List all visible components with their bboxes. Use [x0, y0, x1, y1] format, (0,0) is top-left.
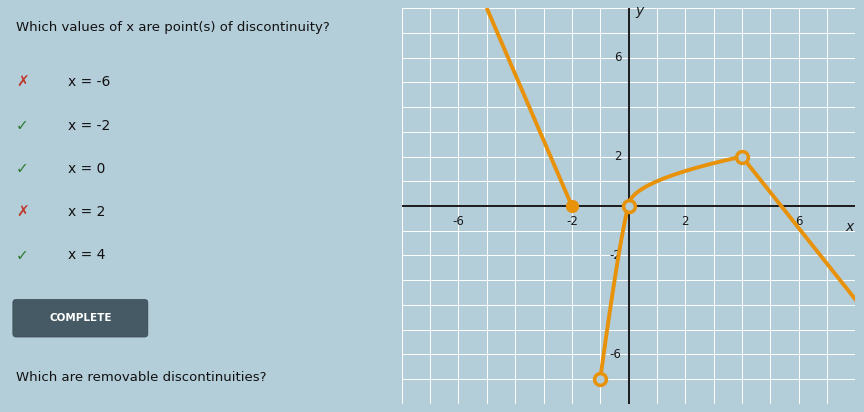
Text: 6: 6 — [795, 215, 803, 228]
Text: -6: -6 — [453, 215, 464, 228]
Text: y: y — [636, 4, 644, 18]
Text: Which values of x are point(s) of discontinuity?: Which values of x are point(s) of discon… — [16, 21, 330, 34]
Text: ✗: ✗ — [16, 75, 29, 90]
Text: x = 0: x = 0 — [68, 162, 105, 176]
FancyBboxPatch shape — [13, 300, 148, 337]
Text: Which are removable discontinuities?: Which are removable discontinuities? — [16, 371, 267, 384]
Text: 2: 2 — [614, 150, 621, 163]
Text: ✗: ✗ — [16, 205, 29, 220]
Text: x = 4: x = 4 — [68, 248, 105, 262]
Text: ✓: ✓ — [16, 248, 29, 263]
Text: COMPLETE: COMPLETE — [49, 313, 111, 323]
Text: -2: -2 — [566, 215, 578, 228]
Text: 2: 2 — [682, 215, 689, 228]
Text: x = 2: x = 2 — [68, 205, 105, 219]
Text: x = -2: x = -2 — [68, 119, 111, 133]
Text: x: x — [846, 220, 854, 234]
Text: -2: -2 — [610, 249, 621, 262]
Text: ✓: ✓ — [16, 118, 29, 133]
Text: x = -6: x = -6 — [68, 75, 111, 89]
Text: -6: -6 — [610, 348, 621, 361]
Text: 6: 6 — [614, 51, 621, 64]
Text: ✓: ✓ — [16, 162, 29, 176]
